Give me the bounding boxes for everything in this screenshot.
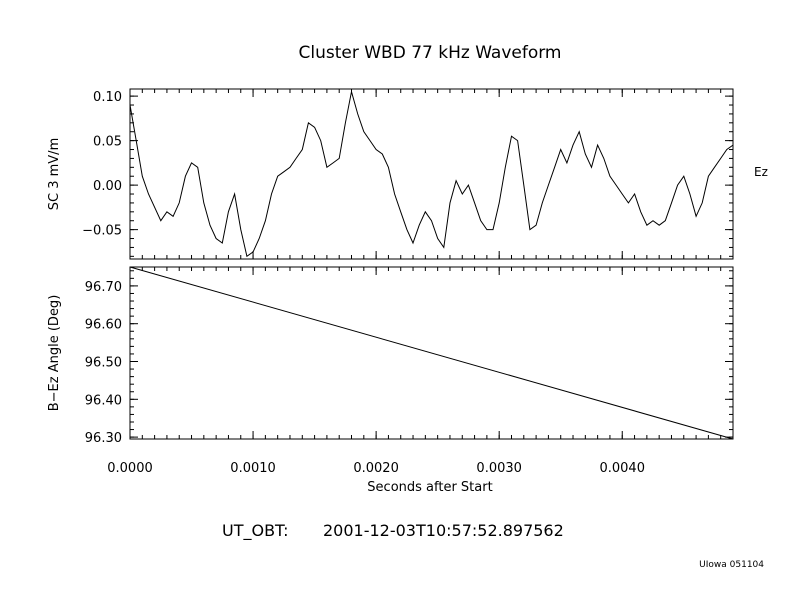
y-tick-label: 96.70 bbox=[85, 280, 122, 295]
waveform-panel: 0.10 0.05 0.00 −0.05 SC 3 mV/m Ez bbox=[47, 88, 768, 260]
ut-obt-value: 2001-12-03T10:57:52.897562 bbox=[323, 521, 564, 540]
waveform-series-label: Ez bbox=[754, 165, 768, 179]
waveform-series-line bbox=[129, 91, 734, 258]
x-tick-label: 0.0030 bbox=[476, 461, 522, 476]
angle-ticks: 96.70 96.60 96.50 96.40 96.30 0.0000 0.0010 0.0… bbox=[85, 267, 734, 476]
chart-title: Cluster WBD 77 kHz Waveform bbox=[299, 43, 562, 63]
ut-obt-readout: UT_OBT: 2001-12-03T10:57:52.897562 bbox=[222, 521, 564, 541]
y-tick-label: 0.05 bbox=[93, 135, 122, 150]
y-tick-label: 96.60 bbox=[85, 318, 122, 333]
y-tick-label: 0.00 bbox=[93, 179, 122, 194]
y-tick-label: −0.05 bbox=[82, 224, 122, 239]
waveform-ticks: 0.10 0.05 0.00 −0.05 bbox=[82, 89, 734, 259]
y-tick-label: 96.40 bbox=[85, 393, 122, 408]
x-tick-label: 0.0000 bbox=[107, 461, 153, 476]
x-tick-label: 0.0020 bbox=[353, 461, 399, 476]
angle-panel: 96.70 96.60 96.50 96.40 96.30 0.0000 0.0010 0.0… bbox=[47, 266, 734, 495]
x-tick-label: 0.0040 bbox=[599, 461, 645, 476]
angle-y-axis-label: B−Ez Angle (Deg) bbox=[47, 295, 62, 412]
x-axis-label: Seconds after Start bbox=[367, 480, 492, 495]
y-tick-label: 96.50 bbox=[85, 356, 122, 371]
angle-frame bbox=[129, 266, 734, 440]
angle-series-line bbox=[129, 266, 734, 440]
waveform-y-axis-label: SC 3 mV/m bbox=[47, 138, 62, 210]
y-tick-label: 96.30 bbox=[85, 431, 122, 446]
credit-label: UIowa 051104 bbox=[699, 560, 764, 570]
x-tick-label: 0.0010 bbox=[230, 461, 276, 476]
ut-obt-label: UT_OBT: bbox=[222, 521, 288, 541]
waveform-frame bbox=[129, 88, 734, 260]
y-tick-label: 0.10 bbox=[93, 90, 122, 105]
